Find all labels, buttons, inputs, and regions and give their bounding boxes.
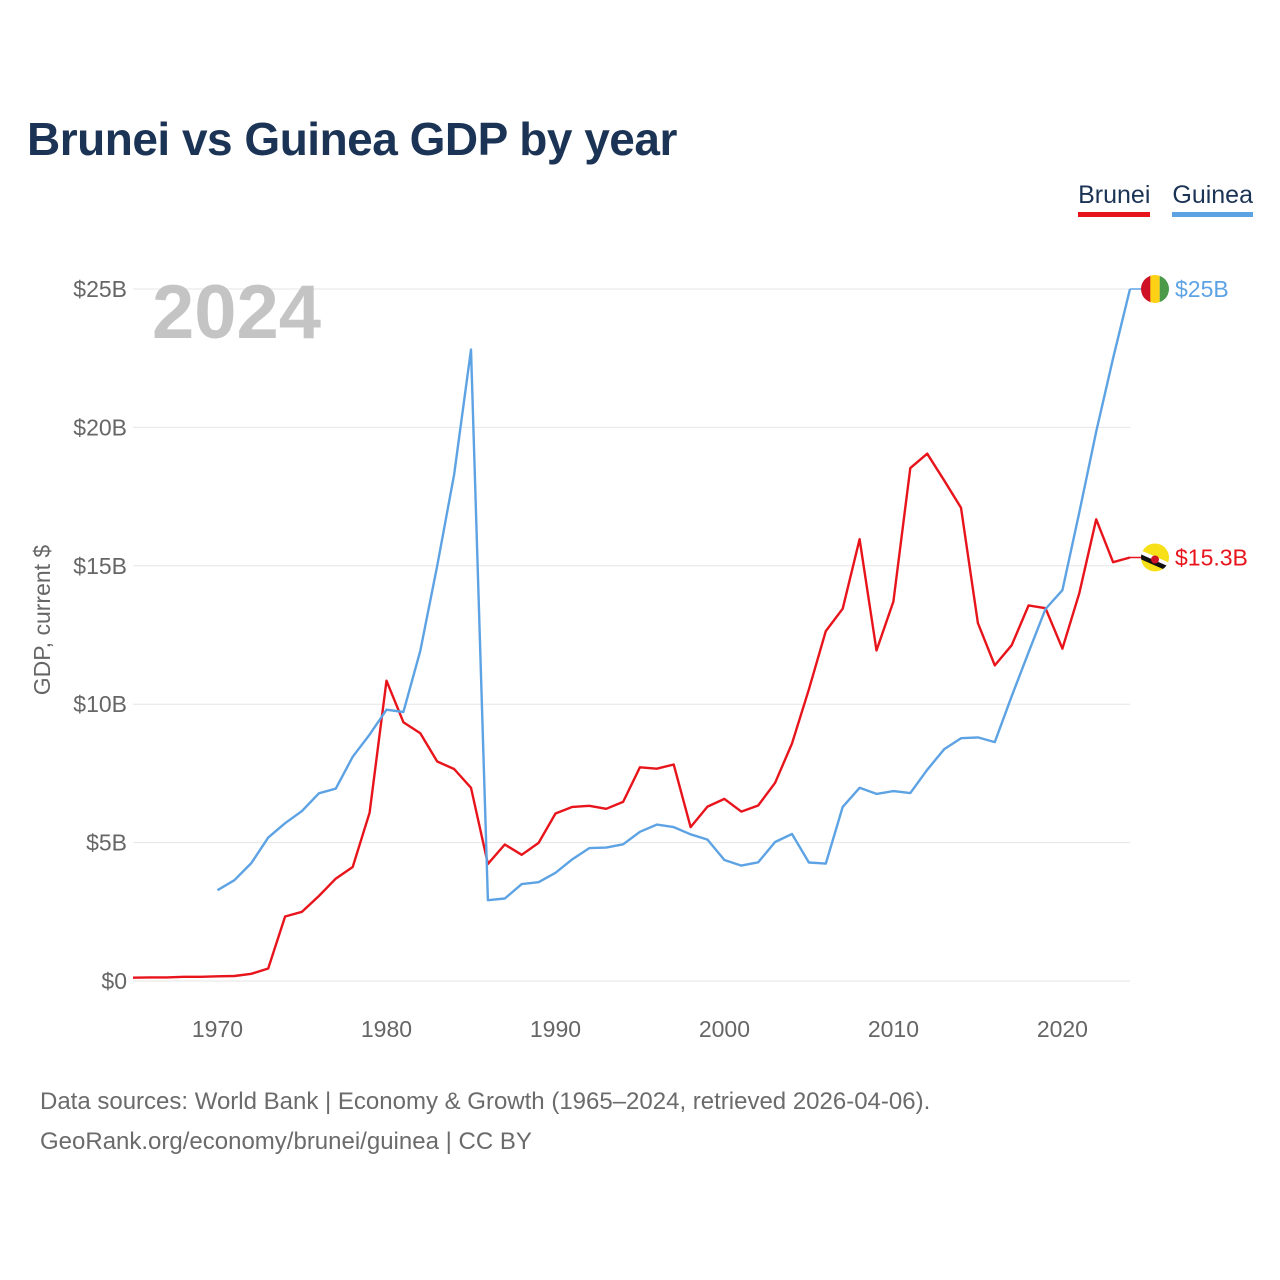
guinea-flag-icon <box>1141 275 1169 303</box>
line-chart: 2024 $0 $5B $10B $15B $20B $25B 1970 1980 1990 2… <box>29 270 1248 1042</box>
end-label-brunei: $15.3B <box>1175 544 1248 570</box>
flag-stripe-red <box>1141 275 1151 303</box>
series-line-brunei <box>132 452 1131 979</box>
y-axis-ticks: $0 $5B $10B $15B $20B $25B <box>73 276 127 994</box>
y-tick-label-2: $10B <box>73 691 127 717</box>
legend-item-brunei[interactable]: Brunei <box>1078 181 1151 217</box>
data-source: Data sources: World Bank | Economy & Gro… <box>40 1082 930 1162</box>
series-end-markers: $15.3B $25B <box>1130 275 1248 572</box>
flag-stripe-yellow <box>1150 275 1160 303</box>
legend: Brunei Guinea <box>1078 181 1253 217</box>
x-tick-label-2: 1990 <box>530 1016 581 1042</box>
flag-emblem <box>1151 555 1159 564</box>
flag-stripe-green <box>1159 275 1169 303</box>
flag-fill <box>1141 275 1169 303</box>
x-tick-label-4: 2010 <box>868 1016 919 1042</box>
y-tick-label-3: $15B <box>73 553 127 579</box>
brunei-flag-icon <box>1141 543 1169 572</box>
x-tick-label-3: 2000 <box>699 1016 750 1042</box>
source-line-1: Data sources: World Bank | Economy & Gro… <box>40 1088 931 1115</box>
overlay-year: 2024 <box>152 270 321 355</box>
chart-title: Brunei vs Guinea GDP by year <box>27 113 677 165</box>
y-tick-label-1: $5B <box>86 830 127 856</box>
y-axis-label: GDP, current $ <box>29 545 55 696</box>
gridlines <box>133 288 1130 982</box>
series-line-guinea <box>216 288 1132 902</box>
source-line-2[interactable]: GeoRank.org/economy/brunei/guinea | CC B… <box>40 1128 532 1155</box>
y-tick-label-5: $25B <box>73 276 127 302</box>
x-axis-ticks: 1970 1980 1990 2000 2010 2020 <box>192 1016 1088 1042</box>
end-label-guinea: $25B <box>1175 276 1229 302</box>
legend-item-guinea[interactable]: Guinea <box>1172 181 1253 217</box>
series-lines <box>132 288 1132 979</box>
x-tick-label-5: 2020 <box>1037 1016 1088 1042</box>
flag-fill <box>1141 543 1169 572</box>
y-tick-label-0: $0 <box>101 968 127 994</box>
x-tick-label-1: 1980 <box>361 1016 412 1042</box>
y-tick-label-4: $20B <box>73 414 127 440</box>
x-tick-label-0: 1970 <box>192 1016 243 1042</box>
